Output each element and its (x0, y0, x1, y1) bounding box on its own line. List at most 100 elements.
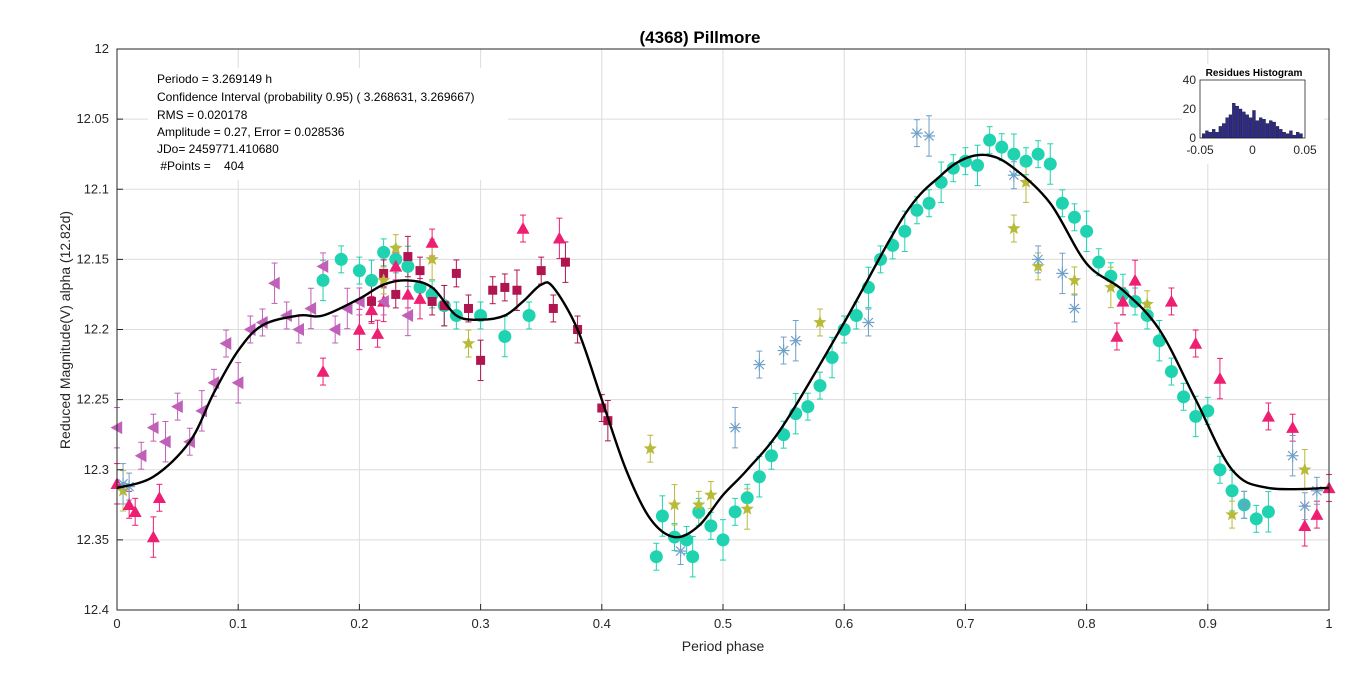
data-point (674, 545, 687, 558)
asterisk-stroke (1299, 501, 1310, 512)
info-rms: RMS = 0.020178 (157, 108, 248, 122)
data-point (813, 379, 827, 393)
data-point (597, 403, 607, 413)
x-tick-label: 0.3 (472, 616, 490, 631)
data-point (304, 301, 317, 315)
histogram-bar (1218, 126, 1223, 139)
histogram-bar (1245, 114, 1249, 139)
data-point (316, 259, 329, 273)
data-point (1238, 498, 1251, 511)
histogram-bar (1225, 117, 1229, 139)
y-tick-label: 12.3 (84, 462, 109, 477)
data-point (461, 336, 476, 350)
y-axis-label: Reduced Magnitude(V) alpha (12.82d) (57, 211, 73, 449)
histogram-bar (1215, 132, 1219, 139)
data-point (1213, 372, 1227, 384)
data-point (146, 421, 159, 435)
data-point (910, 127, 923, 140)
data-point (367, 296, 377, 306)
data-point (740, 491, 754, 505)
x-tick-label: 0.4 (593, 616, 611, 631)
data-point (425, 236, 439, 248)
data-point (1080, 224, 1094, 238)
data-point (898, 224, 912, 238)
data-point (1201, 404, 1215, 418)
histogram-bar (1248, 117, 1253, 139)
histogram-bar (1262, 119, 1266, 139)
data-point (983, 133, 997, 147)
data-point (825, 351, 839, 365)
data-point (1152, 334, 1166, 348)
data-point (1128, 273, 1142, 286)
data-point (158, 435, 171, 449)
histogram-bar (1272, 121, 1276, 139)
histogram-bar (1205, 130, 1209, 139)
histogram-bar (1275, 126, 1280, 139)
x-axis-label: Period phase (682, 638, 765, 654)
info-amplitude: Amplitude = 0.27, Error = 0.028536 (157, 125, 345, 139)
info-period: Periodo = 3.269149 h (157, 72, 272, 86)
data-point (377, 245, 391, 259)
data-point (463, 303, 473, 313)
histogram-bar (1269, 120, 1273, 139)
data-point (667, 497, 682, 511)
histogram-bar (1259, 117, 1263, 139)
data-point (1310, 508, 1324, 520)
data-point (516, 222, 530, 234)
asterisk-stroke (790, 335, 801, 346)
histogram-y-tick: 0 (1189, 131, 1196, 145)
histogram-y-tick: 40 (1183, 73, 1197, 87)
histogram-bar (1232, 103, 1236, 139)
data-point (403, 252, 413, 262)
asterisk-stroke (730, 422, 741, 433)
data-point (389, 241, 403, 254)
data-point (1056, 267, 1069, 280)
data-point (1249, 512, 1263, 526)
data-point (1055, 196, 1069, 210)
data-point (413, 280, 427, 294)
data-point (1092, 255, 1106, 269)
data-point (922, 196, 936, 210)
data-point (1189, 337, 1203, 349)
data-point (548, 303, 558, 313)
data-point (1031, 147, 1045, 161)
data-point (391, 289, 401, 299)
asterisk-stroke (1239, 499, 1250, 510)
data-point (1310, 484, 1323, 497)
data-point (231, 376, 244, 390)
data-point (789, 334, 802, 347)
asterisk-stroke (754, 359, 765, 370)
x-tick-label: 0.8 (1078, 616, 1096, 631)
data-point (777, 344, 790, 357)
data-point (379, 268, 389, 278)
data-point (1164, 294, 1178, 307)
data-point (1031, 259, 1045, 273)
data-point (1225, 484, 1239, 498)
data-point (334, 252, 348, 266)
data-point (340, 301, 353, 315)
y-tick-label: 12.35 (76, 532, 109, 547)
data-point (488, 285, 498, 295)
x-tick-label: 1 (1325, 616, 1332, 631)
data-point (740, 502, 754, 515)
histogram-x-tick: 0.05 (1293, 143, 1317, 157)
histogram-bar (1238, 108, 1243, 139)
data-point (522, 308, 536, 322)
data-point (371, 327, 385, 339)
data-point (498, 330, 512, 344)
data-point (728, 505, 742, 519)
data-point (752, 470, 766, 484)
data-point (146, 530, 160, 543)
y-tick-label: 12.4 (84, 602, 109, 617)
histogram-bar (1296, 132, 1300, 139)
asterisk-stroke (778, 345, 789, 356)
data-point (152, 491, 166, 503)
histogram-bar (1289, 130, 1293, 139)
data-point (415, 266, 425, 276)
data-point (1177, 390, 1191, 404)
data-point (1225, 507, 1239, 521)
data-point (427, 296, 437, 306)
data-point (1032, 253, 1045, 266)
data-point (801, 400, 815, 414)
